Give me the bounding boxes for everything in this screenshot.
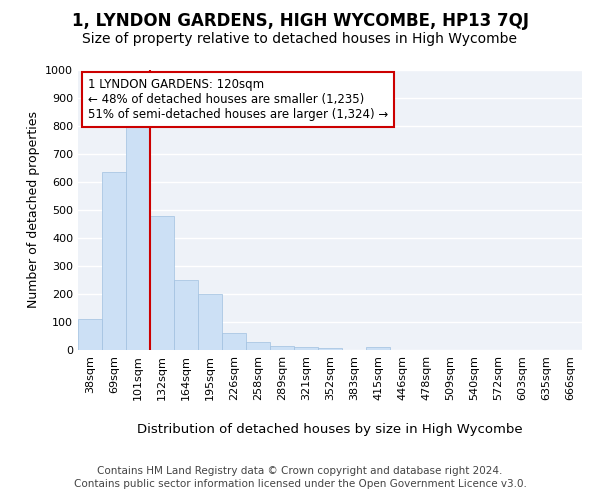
Bar [318, 348, 342, 350]
Text: 1, LYNDON GARDENS, HIGH WYCOMBE, HP13 7QJ: 1, LYNDON GARDENS, HIGH WYCOMBE, HP13 7Q… [71, 12, 529, 30]
Text: Size of property relative to detached houses in High Wycombe: Size of property relative to detached ho… [83, 32, 517, 46]
Bar [294, 347, 318, 350]
Bar [174, 280, 198, 350]
Bar [366, 347, 390, 350]
Text: Distribution of detached houses by size in High Wycombe: Distribution of detached houses by size … [137, 422, 523, 436]
Bar [102, 172, 126, 350]
Text: 1 LYNDON GARDENS: 120sqm
← 48% of detached houses are smaller (1,235)
51% of sem: 1 LYNDON GARDENS: 120sqm ← 48% of detach… [88, 78, 388, 122]
Bar [150, 216, 174, 350]
Y-axis label: Number of detached properties: Number of detached properties [26, 112, 40, 308]
Text: Contains public sector information licensed under the Open Government Licence v3: Contains public sector information licen… [74, 479, 526, 489]
Bar [198, 294, 222, 350]
Text: Contains HM Land Registry data © Crown copyright and database right 2024.: Contains HM Land Registry data © Crown c… [97, 466, 503, 476]
Bar [78, 319, 102, 350]
Bar [270, 346, 294, 350]
Bar [222, 333, 246, 350]
Bar [126, 124, 150, 350]
Bar [246, 342, 270, 350]
